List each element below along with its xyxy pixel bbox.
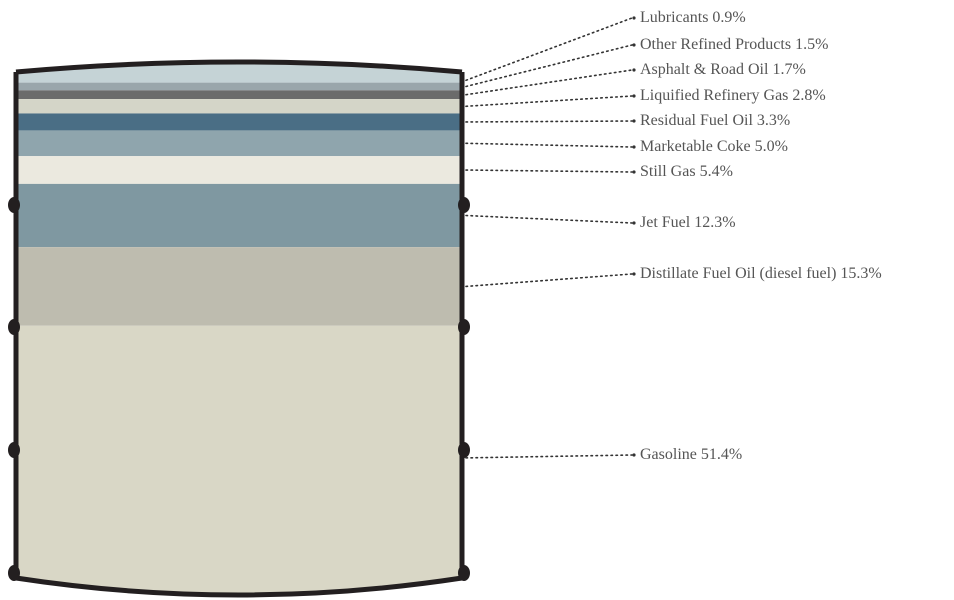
rim — [8, 197, 20, 213]
rim — [458, 442, 470, 458]
segment — [16, 113, 462, 131]
segment — [16, 247, 462, 326]
label-value: 12.3% — [694, 214, 735, 231]
leader-line — [465, 142, 633, 148]
barrel-top — [15, 59, 463, 75]
label-name: Still Gas — [640, 163, 696, 180]
segment — [16, 156, 462, 184]
rim — [8, 442, 20, 458]
leader-line — [465, 169, 633, 173]
label-value: 1.7% — [772, 61, 805, 78]
label-name: Marketable Coke — [640, 138, 751, 155]
leader-dot — [632, 94, 636, 98]
label-name: Gasoline — [640, 446, 697, 463]
labels: Lubricants 0.9% Other Refined Products 1.… — [465, 9, 882, 463]
label-value: 1.5% — [795, 36, 828, 53]
leader-line — [465, 44, 633, 88]
leader-line — [465, 120, 633, 123]
segment-label: Marketable Coke 5.0% — [640, 138, 788, 155]
leader-line — [465, 273, 633, 288]
label-name: Residual Fuel Oil — [640, 112, 753, 129]
leader-line — [465, 454, 633, 459]
segment-label: Residual Fuel Oil 3.3% — [640, 112, 790, 129]
segment — [16, 82, 462, 91]
leader-dot — [632, 453, 636, 457]
label-name: Asphalt & Road Oil — [640, 61, 769, 78]
label-value: 0.9% — [712, 9, 745, 26]
leader-dot — [632, 221, 636, 225]
label-value: 3.3% — [757, 112, 790, 129]
rim — [458, 319, 470, 335]
label-name: Other Refined Products — [640, 36, 791, 53]
label-value: 5.4% — [700, 163, 733, 180]
leader-line — [465, 95, 633, 108]
label-value: 51.4% — [701, 446, 742, 463]
label-value: 5.0% — [755, 138, 788, 155]
rim — [458, 565, 470, 581]
leader-dot — [632, 272, 636, 276]
segment — [16, 130, 462, 157]
segment — [16, 90, 462, 100]
segment-label: Lubricants 0.9% — [640, 9, 746, 26]
label-name: Liquified Refinery Gas — [640, 87, 788, 104]
rim — [8, 565, 20, 581]
label-value: 15.3% — [840, 265, 881, 282]
segment — [16, 99, 462, 114]
segment — [16, 183, 462, 248]
segment-label: Gasoline 51.4% — [640, 446, 742, 463]
leader-line — [465, 69, 633, 96]
segment-label: Distillate Fuel Oil (diesel fuel) 15.3% — [640, 265, 882, 282]
leader-dot — [632, 16, 636, 20]
leader-dot — [632, 68, 636, 72]
segment — [16, 325, 462, 595]
rim — [8, 319, 20, 335]
leader-dot — [632, 43, 636, 47]
segment-label: Jet Fuel 12.3% — [640, 214, 736, 231]
segment-label: Other Refined Products 1.5% — [640, 36, 828, 53]
barrel-body — [13, 72, 465, 598]
segment-label: Liquified Refinery Gas 2.8% — [640, 87, 826, 104]
label-name: Jet Fuel — [640, 214, 691, 231]
leader-dot — [632, 119, 636, 123]
label-name: Distillate Fuel Oil (diesel fuel) — [640, 265, 836, 282]
barrel-outline — [13, 59, 465, 598]
leader-line — [465, 17, 633, 82]
rim — [458, 197, 470, 213]
segment — [16, 62, 462, 83]
leader-dot — [632, 145, 636, 149]
barrel-segments — [16, 62, 462, 595]
segment-label: Still Gas 5.4% — [640, 163, 733, 180]
segment-label: Asphalt & Road Oil 1.7% — [640, 61, 806, 78]
label-value: 2.8% — [792, 87, 825, 104]
leader-dot — [632, 170, 636, 174]
label-name: Lubricants — [640, 9, 708, 26]
leader-line — [465, 214, 633, 224]
barrel-rims — [8, 197, 470, 581]
